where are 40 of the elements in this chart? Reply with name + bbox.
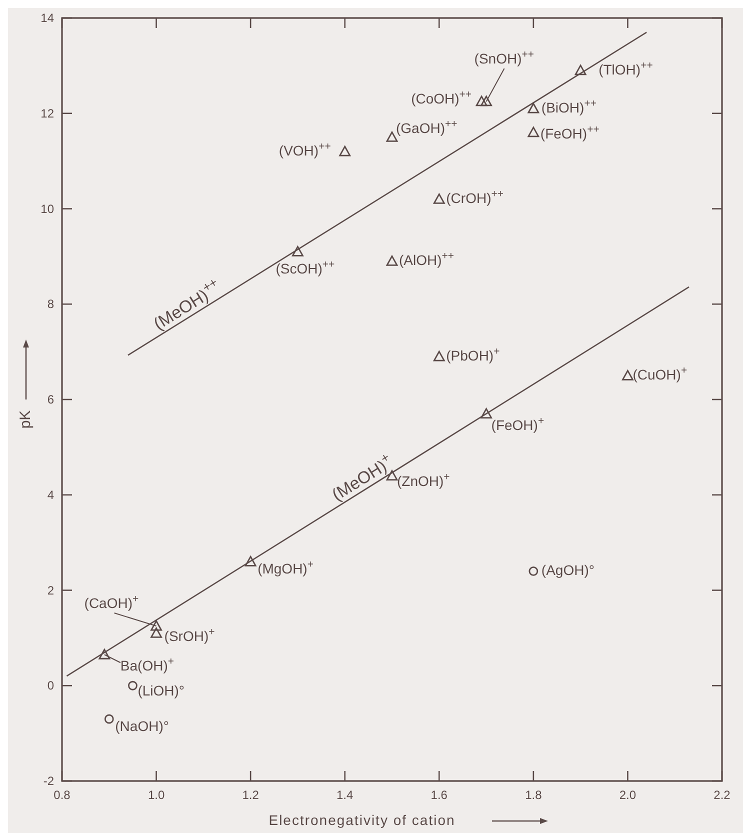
x-tick-label: 0.8 (54, 788, 71, 802)
x-axis-title: Electronegativity of cation (268, 812, 456, 828)
annotation: (CrOH)$^{++}$ (446, 188, 504, 206)
y-tick-label: 4 (47, 488, 54, 502)
annotation: (BiOH)$^{++}$ (541, 98, 596, 116)
annotation: (MgOH)$^{+}$ (258, 558, 314, 577)
x-tick-label: 2.2 (714, 788, 731, 802)
annotation: Ba(OH)$^{+}$ (120, 656, 174, 674)
annotation: (FeOH)$^{++}$ (540, 123, 600, 142)
annotation: (GaOH)$^{++}$ (396, 118, 458, 136)
y-axis-title: pK (17, 410, 34, 429)
y-tick-label: 10 (40, 202, 54, 216)
annotation: (FeOH)$^{+}$ (491, 414, 544, 433)
x-tick-label: 1.4 (336, 788, 354, 802)
annotation: (VOH)$^{++}$ (278, 140, 331, 159)
y-tick-label: 8 (47, 297, 54, 312)
annotation: (NaOH)° (115, 718, 169, 734)
annotation: (PbOH)$^{+}$ (446, 346, 500, 364)
y-tick-label: 2 (47, 583, 54, 598)
annotation: (SrOH)$^{+}$ (164, 626, 215, 644)
y-tick-label: 14 (40, 11, 54, 25)
y-tick-label: 0 (47, 678, 54, 693)
annotation: (SnOH)$^{++}$ (474, 48, 534, 66)
annotation: (CaOH)$^{+}$ (84, 593, 139, 612)
annotation: (AgOH)° (541, 562, 594, 578)
annotation: (ScOH)$^{++}$ (276, 258, 335, 277)
x-tick-label: 1.0 (148, 788, 165, 802)
annotation: (TlOH)$^{++}$ (598, 59, 653, 78)
annotation: (AlOH)$^{++}$ (399, 250, 454, 268)
annotation: (LiOH)° (138, 682, 185, 699)
annotation: (CuOH)$^{+}$ (632, 364, 688, 383)
x-tick-label: 1.2 (242, 788, 260, 802)
y-tick-label: -2 (43, 774, 54, 788)
x-tick-label: 2.0 (619, 788, 636, 802)
x-tick-label: 1.8 (525, 788, 542, 802)
annotation: (ZnOH)$^{+}$ (397, 470, 450, 489)
annotation: (CoOH)$^{++}$ (411, 88, 472, 106)
x-tick-label: 1.6 (430, 788, 448, 802)
y-tick-label: 6 (47, 392, 54, 406)
y-tick-label: 12 (40, 106, 54, 120)
